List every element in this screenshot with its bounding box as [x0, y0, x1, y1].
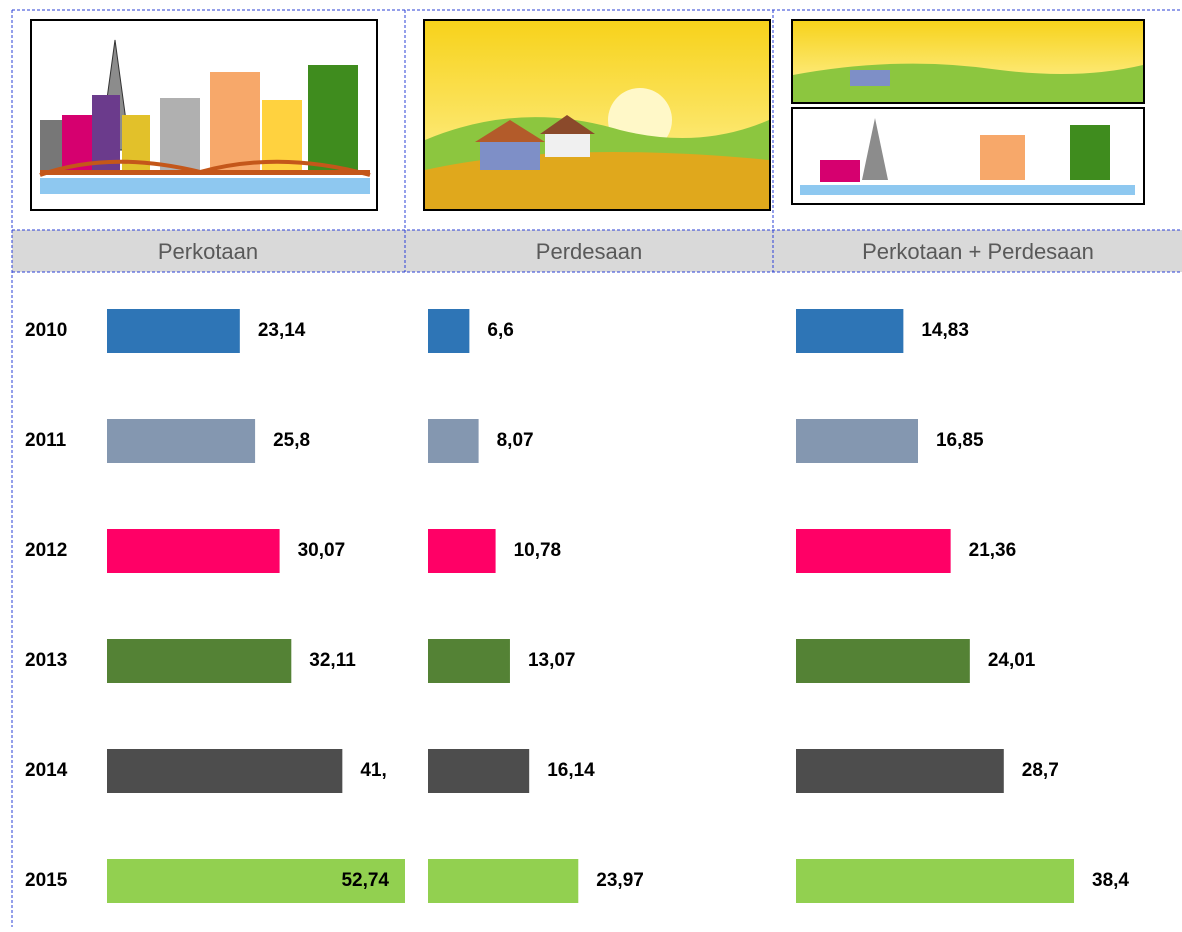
- value-label: 32,11: [309, 650, 356, 671]
- value-label: 8,07: [497, 430, 534, 451]
- bar: [428, 639, 510, 683]
- frame-lines: [11, 9, 1182, 927]
- bar: [428, 309, 470, 353]
- value-label: 25,8: [273, 430, 310, 451]
- column-title: Perkotaan + Perdesaan: [862, 239, 1094, 264]
- bar: [428, 529, 496, 573]
- bar: [796, 529, 951, 573]
- bar: [796, 419, 918, 463]
- year-label: 2014: [25, 760, 68, 781]
- value-label: 6,6: [487, 320, 513, 341]
- city-illustration: [30, 19, 378, 211]
- year-label: 2013: [25, 650, 67, 671]
- value-label: 28,7: [1022, 760, 1059, 781]
- bar: [107, 419, 256, 463]
- year-label: 2011: [25, 430, 67, 451]
- column-title: Perkotaan: [158, 239, 258, 264]
- country-illustration: [423, 19, 771, 211]
- value-label: 13,07: [528, 650, 576, 671]
- bar: [428, 749, 530, 793]
- value-label: 38,4: [1092, 870, 1129, 891]
- year-label: 2010: [25, 320, 67, 341]
- value-label: 16,14: [547, 760, 595, 781]
- bar: [796, 639, 970, 683]
- value-label: 14,83: [921, 320, 969, 341]
- value-label: 23,97: [596, 870, 644, 891]
- header-band: [12, 230, 1182, 272]
- year-label: 2015: [25, 870, 68, 891]
- bar-panel: [428, 309, 579, 903]
- value-label: 10,78: [514, 540, 562, 561]
- bar: [107, 749, 343, 793]
- bar-panel: [796, 309, 1075, 903]
- column-title: Perdesaan: [536, 239, 642, 264]
- value-label: 24,01: [988, 650, 1036, 671]
- bar-panel: [107, 309, 405, 903]
- value-label: 30,07: [298, 540, 346, 561]
- bar: [428, 859, 579, 903]
- value-label: 21,36: [969, 540, 1017, 561]
- year-label: 2012: [25, 540, 67, 561]
- bar: [107, 529, 280, 573]
- bar: [796, 859, 1075, 903]
- combined-illustration: [791, 19, 1145, 205]
- bar: [796, 309, 904, 353]
- bar: [428, 419, 479, 463]
- bar: [107, 859, 405, 903]
- value-label: 23,14: [258, 320, 306, 341]
- bar: [107, 309, 240, 353]
- bar: [796, 749, 1004, 793]
- value-label: 52,74: [341, 870, 389, 891]
- value-label: 41,: [360, 760, 386, 781]
- value-label: 16,85: [936, 430, 984, 451]
- bar: [107, 639, 292, 683]
